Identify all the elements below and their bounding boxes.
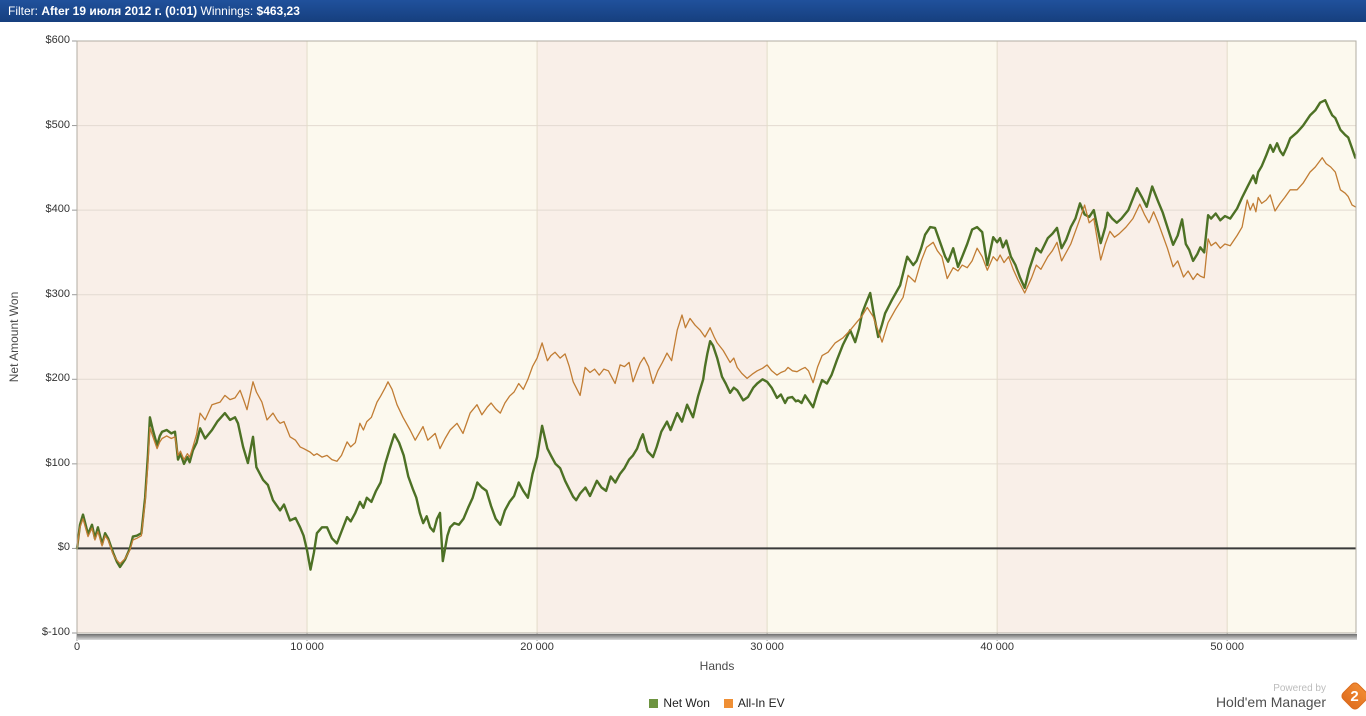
plot-band: [307, 41, 538, 633]
brand-name: Hold'em Manager: [1215, 694, 1326, 710]
x-tick-label: 30 000: [750, 641, 784, 653]
plot-border: [76, 40, 1357, 634]
x-tick-label: 0: [73, 641, 81, 653]
plot-band: [767, 41, 998, 633]
plot-band: [1227, 41, 1356, 633]
legend-swatch: [723, 698, 733, 708]
y-tick-label: $300: [45, 287, 70, 300]
x-tick-label: 40 000: [980, 641, 1014, 653]
x-tick-label: 50 000: [1210, 641, 1244, 653]
winnings-label: Winnings:: [197, 4, 257, 18]
y-tick-label: $100: [45, 456, 70, 469]
x-tick-label: 20 000: [520, 641, 554, 653]
legend-swatch: [649, 698, 659, 708]
y-tick-label: $600: [45, 34, 70, 46]
x-axis-title: Hands: [699, 659, 735, 673]
legend-label: Net Won: [663, 696, 710, 710]
legend-item-net-won: Net Won: [649, 696, 710, 710]
filter-value: After 19 июля 2012 г. (0:01): [41, 4, 198, 18]
branding: Powered by Hold'em Manager: [1066, 683, 1326, 713]
legend: Net Won All-In EV: [77, 695, 1357, 711]
legend-item-all-in-ev: All-In EV: [723, 696, 785, 710]
y-tick-label: $200: [45, 372, 70, 385]
all-in-ev-line: [76, 157, 1356, 565]
net-won-line: [75, 98, 1357, 571]
plot-band: [537, 41, 768, 633]
filter-bar[interactable]: Filter: After 19 июля 2012 г. (0:01) Win…: [0, 0, 1366, 22]
plot-band: [77, 41, 308, 633]
x-tick-label: 10 000: [290, 641, 324, 653]
plot-bottom-shadow: [77, 634, 1357, 640]
winnings-value: $463,23: [256, 4, 300, 18]
y-tick-label: $500: [45, 118, 70, 131]
y-tick-label: $0: [57, 541, 70, 554]
powered-by-label: Powered by: [1273, 683, 1326, 694]
hm2-logo-number: 2: [1350, 688, 1359, 705]
filter-label: Filter:: [8, 4, 42, 18]
plot-band: [997, 41, 1228, 633]
y-tick-label: $-100: [41, 626, 70, 638]
y-tick-label: $400: [45, 203, 70, 216]
legend-label: All-In EV: [737, 696, 785, 710]
